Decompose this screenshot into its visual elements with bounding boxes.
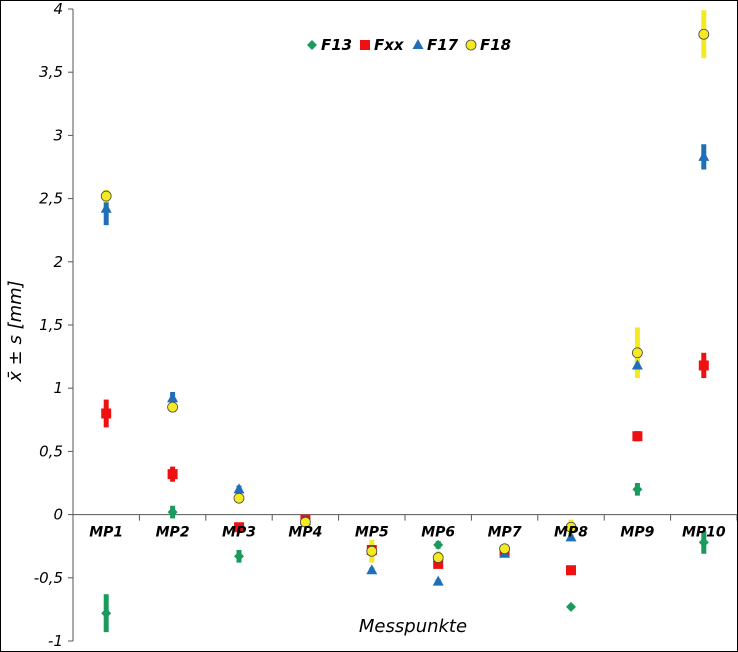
data-point-f13 (566, 601, 576, 612)
legend-label-fxx: Fxx (374, 36, 405, 54)
y-tick-label: 0 (53, 506, 63, 524)
data-point-f17 (366, 564, 378, 575)
data-point-f18 (565, 521, 577, 533)
x-tick-label: MP1 (89, 525, 123, 541)
data-point-fxx (632, 431, 643, 442)
data-point-fxx (433, 558, 444, 569)
data-point-f18 (432, 552, 444, 563)
y-tick-label: 2 (53, 253, 63, 271)
x-tick-label: MP2 (156, 525, 190, 541)
data-point-f17 (565, 531, 577, 542)
x-tick-label: MP4 (288, 525, 322, 541)
x-tick-label: MP3 (222, 525, 256, 541)
data-point-f18 (100, 190, 112, 202)
y-tick-label: 3 (53, 126, 63, 144)
data-point-f17 (100, 202, 112, 213)
y-tick-label: 3,5 (39, 63, 63, 81)
data-point-f18 (366, 545, 378, 557)
y-axis-title: x̄ ± s [mm] (5, 280, 26, 382)
data-point-f13 (101, 608, 112, 619)
data-point-f18 (299, 516, 311, 528)
y-tick-label: -0,5 (34, 569, 63, 587)
x-tick-label: MP9 (620, 525, 654, 541)
axes-layer (68, 8, 737, 642)
x-tick-label: MP8 (554, 525, 588, 541)
labels-layer: -1 -0,5 0 0,5 1 1,5 2 2,5 3 3,5 4 MP1 MP2 MP3 MP4 MP5 MP… (34, 1, 726, 650)
legend-label-f18: F18 (480, 36, 511, 54)
data-point-f17 (167, 392, 179, 403)
x-tick-label: MP10 (682, 525, 726, 541)
x-axis-title: Messpunkte (359, 616, 467, 637)
data-point-f18 (233, 492, 245, 504)
data-point-f18 (499, 543, 511, 555)
legend-label-f17: F17 (427, 36, 459, 54)
x-tick-label: MP5 (355, 525, 389, 541)
y-tick-label: 2,5 (39, 190, 63, 208)
data-point-f18 (167, 401, 179, 413)
data-point-f13 (433, 539, 444, 550)
legend-marker-fxx (360, 40, 370, 50)
y-tick-label: 1 (53, 379, 63, 397)
x-tick-label: MP6 (421, 525, 455, 541)
data-point-f17 (698, 150, 710, 161)
data-point-f18 (698, 28, 710, 40)
data-point-fxx (698, 360, 709, 371)
y-tick-label: -1 (48, 632, 63, 650)
data-point-f13 (167, 507, 178, 518)
legend: F13 Fxx F17 F18 (307, 36, 511, 54)
x-tick-label: MP7 (488, 525, 522, 541)
data-point-f13 (632, 484, 643, 495)
data-point-f17 (233, 483, 245, 494)
legend-marker-f17 (412, 39, 424, 49)
legend-label-f13: F13 (321, 36, 352, 54)
data-point-f18 (632, 347, 643, 359)
y-tick-label: 0,5 (39, 442, 63, 460)
data-point-fxx (167, 469, 178, 480)
error-bars-layer (103, 10, 707, 633)
data-point-f13 (234, 551, 244, 562)
y-tick-label: 1,5 (39, 316, 63, 334)
data-point-fxx (234, 522, 244, 533)
data-point-fxx (566, 565, 576, 576)
markers-layer (100, 28, 710, 619)
legend-marker-f13 (307, 40, 317, 50)
legend-marker-f18 (465, 39, 477, 51)
y-tick-label: 4 (53, 1, 63, 18)
data-point-f13 (698, 537, 709, 548)
data-point-f17 (432, 575, 444, 586)
data-point-f17 (631, 359, 643, 370)
data-point-fxx (101, 408, 112, 419)
